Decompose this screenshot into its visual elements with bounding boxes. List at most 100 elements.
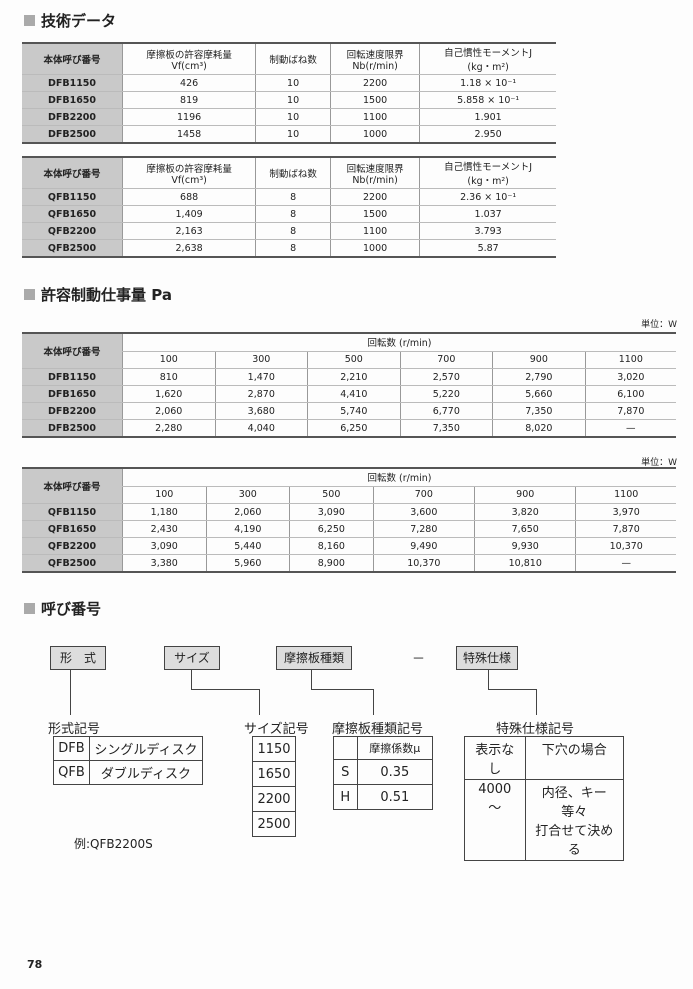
connector: [259, 689, 260, 715]
table-cell: —: [584, 419, 676, 438]
model-cell: QFB1150: [22, 188, 123, 206]
model-cell: DFB1150: [22, 74, 123, 92]
table-cell: 1,620: [122, 385, 216, 403]
table-row: 1150: [252, 736, 296, 762]
table-cell: 2.36 × 10⁻¹: [419, 188, 556, 206]
group-header: 回転数 (r/min): [122, 333, 676, 352]
model-cell: QFB1150: [22, 503, 123, 521]
table-cell: 7,870: [575, 520, 676, 538]
table-cell: 1,470: [214, 368, 308, 386]
table-cell: 8: [255, 205, 331, 223]
speed-header: 900: [492, 351, 586, 369]
special-code: 4000 ～: [464, 779, 526, 861]
friction-value: 0.35: [356, 759, 434, 785]
connector: [191, 670, 192, 689]
table-row: 本体呼び番号 回転数 (r/min): [22, 468, 676, 504]
table-cell: 5,660: [492, 385, 586, 403]
speed-header: 700: [399, 351, 493, 369]
table-cell: 1,409: [121, 205, 256, 223]
table-cell: 1500: [329, 205, 420, 223]
table-row: DFB シングルディスク: [53, 736, 204, 761]
table-row: DFB2200 2,060 3,680 5,740 6,770 7,350 7,870: [22, 402, 676, 420]
blank-cell: [333, 736, 358, 760]
table-row: DFB2500 1458 10 1000 2.950: [22, 125, 556, 144]
table-cell: 3,020: [584, 368, 676, 386]
table-cell: 4,410: [307, 385, 401, 403]
table-cell: 5,740: [307, 402, 401, 420]
friction-title: 摩擦板種類記号: [332, 722, 424, 737]
table-row: DFB1150 426 10 2200 1.18 × 10⁻¹: [22, 74, 556, 92]
table-cell: 6,770: [399, 402, 493, 420]
connector: [488, 689, 536, 690]
special-code: 表示なし: [464, 736, 526, 780]
table-row: DFB1650 1,620 2,870 4,410 5,220 5,660 6,100: [22, 385, 676, 403]
table-cell: 1.901: [419, 108, 556, 126]
table-cell: 10: [255, 74, 331, 92]
column-header: 回転速度限界 Nb(r/min): [329, 157, 420, 189]
column-header: 制動ばね数: [255, 157, 331, 189]
table-cell: 8: [255, 222, 331, 240]
table-cell: 2,210: [307, 368, 401, 386]
table-cell: 3,820: [474, 503, 576, 521]
table-row: DFB1650 819 10 1500 5.858 × 10⁻¹: [22, 91, 556, 109]
box-special: 特殊仕様: [456, 646, 518, 670]
unit-label: 単位：W: [641, 320, 677, 330]
page-number: 78: [27, 958, 43, 971]
table-cell: 6,100: [584, 385, 676, 403]
table-row: 摩擦係数μ: [333, 736, 434, 760]
table-row: QFB1650 2,430 4,190 6,250 7,280 7,650 7,870: [22, 520, 676, 538]
model-cell: QFB1650: [22, 520, 123, 538]
table-cell: 2,430: [122, 520, 207, 538]
dash: －: [412, 652, 426, 667]
table-row: QFB2500 3,380 5,960 8,900 10,370 10,810—: [22, 554, 676, 573]
table-cell: 10,370: [575, 537, 676, 555]
table-cell: —: [575, 554, 676, 573]
table-row: QFB1150 1,180 2,060 3,090 3,600 3,820 3,970: [22, 503, 676, 521]
speed-header: 1100: [584, 351, 676, 369]
table-row: QFB2200 3,090 5,440 8,160 9,490 9,930 10,370: [22, 537, 676, 555]
table-cell: 7,280: [372, 520, 475, 538]
box-type: 形 式: [50, 646, 106, 670]
column-header: 摩擦板の許容摩耗量 Vf(cm³): [121, 43, 256, 75]
table-row: 本体呼び番号 摩擦板の許容摩耗量 Vf(cm³) 制動ばね数 回転速度限界 Nb(r/…: [22, 43, 556, 75]
table-row: 1650: [252, 761, 296, 787]
table-cell: 5,440: [205, 537, 290, 555]
table-cell: 4,190: [205, 520, 290, 538]
tech-table-qfb: 本体呼び番号 摩擦板の許容摩耗量 Vf(cm³) 制動ばね数 回転速度限界 Nb(r/…: [22, 156, 556, 258]
special-table: 表示なし 下穴の場合 4000 ～内径、キー等々 打合せて決める: [464, 736, 625, 861]
table-row: 本体呼び番号 回転数 (r/min): [22, 333, 676, 369]
speed-header: 1100: [575, 486, 676, 504]
model-cell: QFB2500: [22, 554, 123, 573]
table-row: DFB1150 810 1,470 2,210 2,570 2,790 3,020: [22, 368, 676, 386]
column-header: 制動ばね数: [255, 43, 331, 75]
table-cell: 1458: [121, 125, 256, 144]
table-row: 表示なし 下穴の場合: [464, 736, 625, 780]
speed-header: 300: [205, 486, 290, 504]
table-cell: 6,250: [289, 520, 374, 538]
table-row: 2500: [252, 811, 296, 837]
table-cell: 2,163: [121, 222, 256, 240]
table-cell: 2,638: [121, 239, 256, 258]
connector: [373, 689, 374, 715]
table-cell: 1100: [329, 108, 420, 126]
friction-code: H: [333, 784, 358, 810]
table-cell: 3,090: [122, 537, 207, 555]
section-title-text: 許容制動仕事量 Pa: [41, 286, 172, 304]
table-row: DFB2500 2,280 4,040 6,250 7,350 8,020—: [22, 419, 676, 438]
table-cell: 8: [255, 239, 331, 258]
table-cell: 3,680: [214, 402, 308, 420]
table-cell: 1100: [329, 222, 420, 240]
table-cell: 8,160: [289, 537, 374, 555]
friction-header: 摩擦係数μ: [356, 736, 434, 760]
model-cell: DFB2200: [22, 402, 123, 420]
model-cell: DFB2500: [22, 125, 123, 144]
size-code: 2200: [252, 786, 296, 812]
table-row: DFB2200 1196 10 1100 1.901: [22, 108, 556, 126]
table-row: QFB2500 2,638 8 1000 5.87: [22, 239, 556, 258]
table-cell: 7,350: [492, 402, 586, 420]
table-cell: 2200: [329, 188, 420, 206]
table-row: QFB2200 2,163 8 1100 3.793: [22, 222, 556, 240]
size-table: 1150 1650 2200 2500: [252, 736, 296, 837]
type-title: 形式記号: [48, 722, 101, 737]
